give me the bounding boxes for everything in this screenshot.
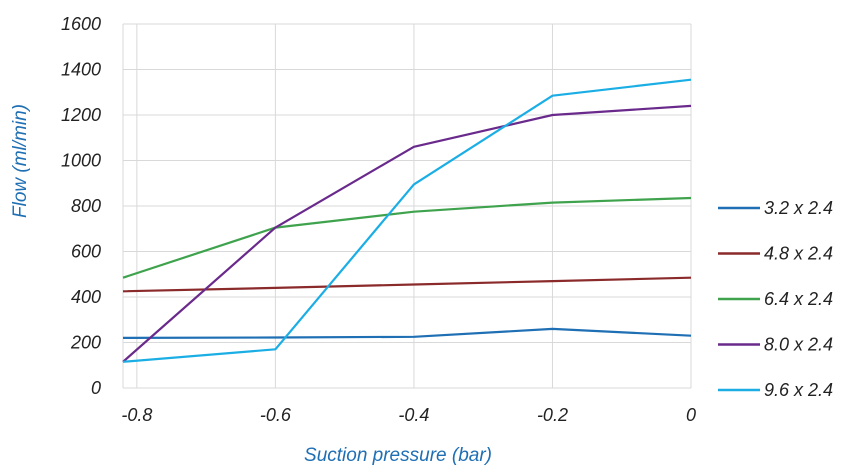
x-tick-label: -0.8: [121, 405, 152, 425]
legend-label: 4.8 x 2.4: [764, 244, 833, 264]
legend-label: 6.4 x 2.4: [764, 289, 833, 309]
legend-item: 8.0 x 2.4: [718, 335, 833, 355]
y-axis-title: Flow (ml/min): [10, 104, 31, 218]
y-tick-label: 400: [71, 287, 101, 307]
x-tick-label: -0.6: [260, 405, 292, 425]
legend-item: 4.8 x 2.4: [718, 244, 833, 264]
y-tick-label: 1600: [61, 14, 101, 34]
x-tick-label: -0.4: [398, 405, 429, 425]
y-tick-label: 1200: [61, 105, 101, 125]
legend: 3.2 x 2.4 4.8 x 2.4 6.4 x 2.4 8.0 x 2.4 9.6 …: [718, 198, 833, 400]
series-line: [122, 196, 692, 279]
legend-item: 3.2 x 2.4: [718, 198, 833, 218]
legend-label: 9.6 x 2.4: [764, 380, 833, 400]
y-tick-label: 0: [91, 378, 101, 398]
series-layer: [122, 78, 692, 363]
legend-label: 8.0 x 2.4: [764, 335, 833, 355]
legend-item: 6.4 x 2.4: [718, 289, 833, 309]
x-tick-label: -0.2: [537, 405, 568, 425]
y-tick-label: 200: [70, 333, 101, 353]
y-tick-label: 1000: [61, 151, 101, 171]
y-tick-label: 1400: [61, 60, 101, 80]
series-line: [122, 276, 692, 293]
series-line: [122, 78, 692, 363]
y-tick-label: 800: [71, 196, 101, 216]
legend-label: 3.2 x 2.4: [764, 198, 833, 218]
y-axis-ticks: 0 200 400 600 800 1000 1200 1400 1600: [61, 14, 101, 398]
x-axis-ticks: -0.8 -0.6 -0.4 -0.2 0: [121, 405, 696, 425]
x-tick-label: 0: [686, 405, 696, 425]
series-line: [122, 327, 692, 339]
y-tick-label: 600: [71, 242, 101, 262]
grid-layer: [122, 23, 692, 389]
legend-item: 9.6 x 2.4: [718, 380, 833, 400]
series-line: [122, 104, 692, 363]
x-axis-title: Suction pressure (bar): [304, 445, 492, 466]
